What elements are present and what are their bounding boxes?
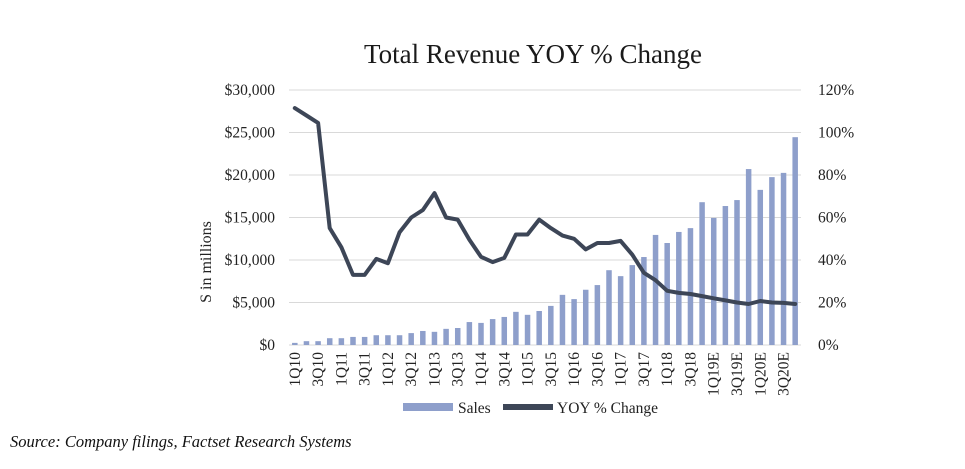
x-tick-label: 1Q19E bbox=[706, 352, 723, 396]
y-tick-label-left: $0 bbox=[260, 337, 276, 354]
sales-bar bbox=[734, 200, 740, 345]
sales-bar bbox=[338, 338, 345, 345]
sales-bar bbox=[629, 265, 636, 345]
x-tick-label: 1Q15 bbox=[520, 352, 537, 387]
sales-bar bbox=[396, 335, 403, 345]
chart-title: Total Revenue YOY % Change bbox=[364, 39, 702, 69]
y-tick-label-right: 60% bbox=[818, 210, 847, 227]
sales-bar bbox=[676, 231, 682, 345]
sales-bar bbox=[373, 335, 380, 345]
y-tick-label-right: 20% bbox=[818, 295, 847, 312]
x-tick-label: 1Q20E bbox=[752, 352, 769, 396]
y-tick-label-left: $10,000 bbox=[225, 252, 276, 269]
x-tick-label: 3Q11 bbox=[357, 352, 374, 386]
sales-bar bbox=[687, 228, 694, 345]
sales-bar bbox=[466, 322, 473, 345]
y-axis-right-ticks: 0% 20% 40% 60% 80% 100% 120% bbox=[818, 82, 854, 354]
x-tick-label: 1Q17 bbox=[613, 352, 630, 387]
sales-bar bbox=[478, 322, 484, 345]
x-tick-label: 1Q12 bbox=[380, 352, 397, 386]
yoy-line-series bbox=[292, 106, 798, 306]
y-tick-label-left: $20,000 bbox=[225, 167, 276, 184]
sales-bar bbox=[350, 336, 356, 345]
sales-bar bbox=[722, 206, 729, 345]
x-tick-label: 3Q16 bbox=[589, 352, 606, 387]
sales-bar bbox=[699, 202, 705, 345]
sales-bar bbox=[292, 342, 298, 345]
sales-bar bbox=[641, 257, 647, 345]
sales-bars bbox=[292, 137, 798, 345]
sales-bar bbox=[420, 330, 426, 345]
sales-bar bbox=[385, 335, 391, 345]
y-axis-label: S in millions bbox=[198, 221, 215, 303]
y-tick-label-right: 120% bbox=[818, 82, 854, 99]
x-tick-label: 3Q20E bbox=[776, 352, 793, 396]
sales-bar bbox=[443, 328, 449, 345]
x-tick-label: 3Q10 bbox=[310, 352, 327, 387]
sales-bar bbox=[571, 299, 577, 345]
x-tick-label: 3Q17 bbox=[636, 352, 653, 387]
y-axis-left-ticks: $0 $5,000 $10,000 $15,000 $20,000 $25,000 $30,… bbox=[225, 82, 276, 354]
y-tick-label-left: $5,000 bbox=[232, 295, 275, 312]
sales-bar bbox=[792, 137, 798, 345]
sales-bar bbox=[326, 338, 333, 345]
x-tick-label: 3Q13 bbox=[450, 352, 467, 387]
x-tick-label: 1Q18 bbox=[659, 352, 676, 387]
sales-bar bbox=[757, 189, 764, 345]
sales-bar bbox=[652, 234, 659, 345]
sales-bar bbox=[548, 305, 554, 345]
y-tick-label-right: 0% bbox=[818, 337, 839, 354]
sales-bar bbox=[606, 270, 612, 345]
sales-bar bbox=[617, 276, 624, 345]
x-axis-ticks: 1Q10 3Q10 1Q11 3Q11 1Q12 3Q12 1Q13 3Q13 1Q14 3Q14… bbox=[287, 352, 793, 396]
x-tick-label: 1Q14 bbox=[473, 352, 490, 387]
sales-bar bbox=[489, 319, 496, 345]
legend-label-yoy: YOY % Change bbox=[557, 400, 658, 417]
sales-bar bbox=[710, 217, 717, 345]
x-tick-label: 1Q11 bbox=[333, 352, 350, 386]
sales-bar bbox=[431, 331, 438, 345]
legend: Sales YOY % Change bbox=[403, 400, 658, 417]
y-tick-label-left: $30,000 bbox=[225, 82, 276, 99]
legend-label-sales: Sales bbox=[458, 400, 491, 417]
x-tick-label: 3Q19E bbox=[729, 352, 746, 396]
x-tick-label: 3Q15 bbox=[543, 352, 560, 387]
y-tick-label-left: $25,000 bbox=[225, 125, 276, 142]
yoy-line bbox=[292, 106, 798, 306]
sales-bar bbox=[536, 311, 542, 345]
sales-bar bbox=[594, 285, 601, 345]
x-tick-label: 1Q13 bbox=[426, 352, 443, 387]
x-tick-label: 3Q18 bbox=[682, 352, 699, 387]
y-tick-label-right: 100% bbox=[818, 125, 854, 142]
source-note: Source: Company filings, Factset Researc… bbox=[10, 432, 352, 451]
sales-bar bbox=[361, 336, 368, 345]
sales-bar bbox=[664, 243, 670, 345]
x-tick-label: 3Q14 bbox=[496, 352, 513, 387]
sales-bar bbox=[524, 314, 531, 345]
sales-bar bbox=[582, 289, 589, 345]
sales-bar bbox=[745, 169, 752, 345]
sales-bar bbox=[303, 341, 310, 345]
sales-bar bbox=[408, 333, 414, 345]
y-tick-label-right: 40% bbox=[818, 252, 847, 269]
sales-bar bbox=[513, 311, 519, 345]
sales-bar bbox=[780, 172, 787, 345]
legend-swatch-sales bbox=[403, 403, 453, 411]
sales-bar bbox=[501, 316, 508, 345]
sales-bar bbox=[315, 341, 321, 345]
y-tick-label-left: $15,000 bbox=[225, 210, 276, 227]
x-tick-label: 1Q16 bbox=[566, 352, 583, 387]
x-tick-label: 3Q12 bbox=[403, 352, 420, 386]
y-tick-label-right: 80% bbox=[818, 167, 847, 184]
legend-swatch-yoy bbox=[503, 404, 553, 410]
sales-bar bbox=[559, 294, 566, 345]
sales-bar bbox=[454, 328, 461, 345]
sales-bar bbox=[769, 177, 775, 345]
x-tick-label: 1Q10 bbox=[287, 352, 304, 387]
